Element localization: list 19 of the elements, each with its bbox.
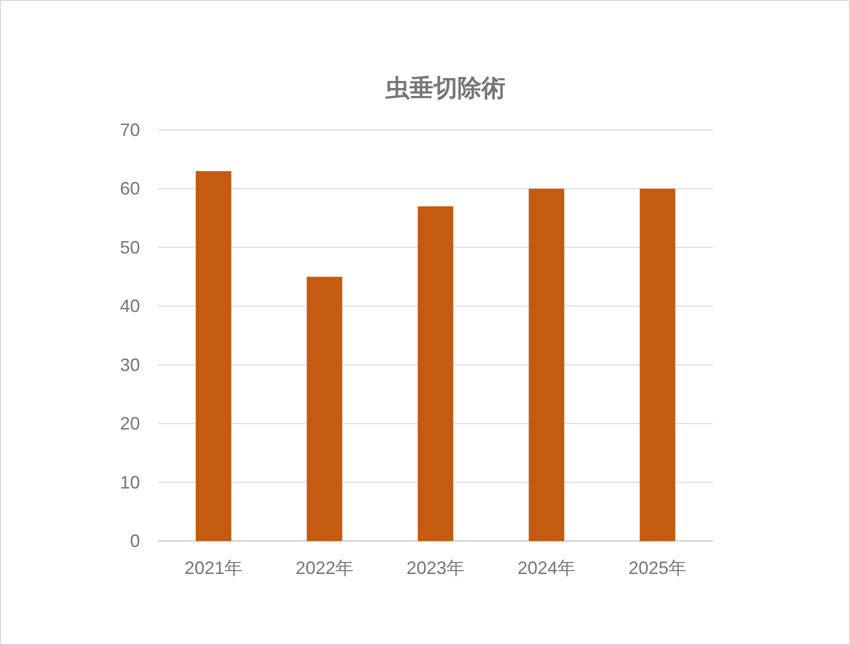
bar: [528, 188, 564, 541]
y-tick-label: 20: [120, 414, 140, 434]
bar: [196, 171, 232, 541]
y-tick-label: 40: [120, 296, 140, 316]
bar: [418, 206, 454, 541]
x-tick-label: 2021年: [184, 558, 243, 578]
y-tick-label: 70: [120, 120, 140, 140]
x-tick-label: 2023年: [406, 558, 465, 578]
chart-title: 虫垂切除術: [384, 75, 506, 102]
y-tick-label: 50: [120, 237, 140, 258]
y-tick-label: 10: [120, 472, 140, 492]
y-tick-label: 0: [130, 531, 140, 551]
bar: [640, 188, 676, 541]
x-tick-label: 2025年: [628, 558, 687, 578]
y-tick-label: 30: [120, 354, 140, 375]
bar: [306, 276, 342, 541]
x-tick-label: 2024年: [517, 558, 576, 578]
y-tick-label: 60: [120, 178, 140, 199]
x-tick-label: 2022年: [295, 558, 354, 578]
